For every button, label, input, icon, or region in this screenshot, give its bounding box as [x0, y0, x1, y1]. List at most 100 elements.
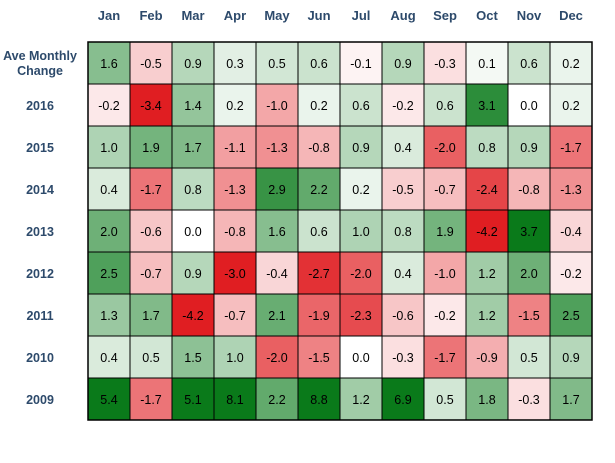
heatmap-cell-ave-monthly-change-oct [465, 41, 509, 85]
data-label: 1.6 [100, 57, 117, 71]
data-label: -0.2 [560, 267, 582, 281]
heatmap-cell-2013-may [255, 209, 299, 253]
heatmap-cells: 1.6 -0.5 0.9 0.3 0.5 0.6 -0.1 0.9 -0.3 0.1 0.6 0.2 -… [87, 41, 593, 421]
data-label: -0.9 [476, 351, 498, 365]
column-label-feb: Feb [139, 8, 162, 23]
data-label: -1.7 [140, 183, 162, 197]
column-label-may: May [264, 8, 290, 23]
heatmap-cell-2011-jul [339, 293, 383, 337]
data-label: -0.2 [434, 309, 456, 323]
heatmap-cell-2015-may [255, 125, 299, 169]
data-label: 1.7 [142, 309, 159, 323]
data-label: 1.9 [142, 141, 159, 155]
data-label: -2.0 [434, 141, 456, 155]
row-label-2016: 2016 [26, 99, 54, 113]
data-label: 1.4 [184, 99, 201, 113]
heatmap-cell-2009-jun [297, 377, 341, 421]
heatmap-cell-2010-dec [549, 335, 593, 379]
heatmap-cell-2013-aug [381, 209, 425, 253]
row-label-2013: 2013 [26, 225, 54, 239]
heatmap-cell-2010-may [255, 335, 299, 379]
heatmap-cell-2014-nov [507, 167, 551, 211]
data-label: 2.2 [310, 183, 327, 197]
heatmap-cell-2010-apr [213, 335, 257, 379]
heatmap-cell-2012-oct [465, 251, 509, 295]
data-label: 0.8 [184, 183, 201, 197]
heatmap-cell-ave-monthly-change-feb [129, 41, 173, 85]
heatmap-cell-2012-jan [87, 251, 131, 295]
heatmap-cell-2010-mar [171, 335, 215, 379]
heatmap-cell-2009-nov [507, 377, 551, 421]
column-label-oct: Oct [476, 8, 498, 23]
heatmap-cell-2009-apr [213, 377, 257, 421]
heatmap-cell-2011-nov [507, 293, 551, 337]
row-label-ave-monthly-change: Ave Monthly Change [3, 49, 77, 78]
data-label: 0.4 [394, 141, 411, 155]
data-label: 0.2 [310, 99, 327, 113]
data-label: -1.0 [434, 267, 456, 281]
heatmap-cell-2009-mar [171, 377, 215, 421]
data-label: -0.3 [518, 393, 540, 407]
heatmap-cell-2011-jan [87, 293, 131, 337]
heatmap-cell-2016-may [255, 83, 299, 127]
data-label: 5.1 [184, 393, 201, 407]
heatmap-cell-2014-jul [339, 167, 383, 211]
data-label: 0.5 [436, 393, 453, 407]
column-label-nov: Nov [517, 8, 542, 23]
heatmap-cell-2016-aug [381, 83, 425, 127]
data-label: -2.4 [476, 183, 498, 197]
heatmap-cell-ave-monthly-change-aug [381, 41, 425, 85]
heatmap-cell-2013-mar [171, 209, 215, 253]
data-label: 8.8 [310, 393, 327, 407]
heatmap-cell-2011-mar [171, 293, 215, 337]
data-label: 0.5 [142, 351, 159, 365]
data-label: 0.2 [562, 57, 579, 71]
heatmap-cell-2016-feb [129, 83, 173, 127]
heatmap-cell-2016-apr [213, 83, 257, 127]
heatmap-cell-2011-dec [549, 293, 593, 337]
heatmap-cell-2014-jan [87, 167, 131, 211]
data-label: 3.7 [520, 225, 537, 239]
heatmap-cell-2010-jul [339, 335, 383, 379]
column-label-jan: Jan [98, 8, 120, 23]
heatmap-cell-2013-nov [507, 209, 551, 253]
data-label: 6.9 [394, 393, 411, 407]
heatmap-cell-2012-sep [423, 251, 467, 295]
data-label: -0.6 [392, 309, 414, 323]
data-label: -1.9 [308, 309, 330, 323]
data-label: 0.3 [226, 57, 243, 71]
column-label-mar: Mar [181, 8, 204, 23]
data-label: -0.3 [392, 351, 414, 365]
column-label-jul: Jul [352, 8, 371, 23]
heatmap-cell-2013-feb [129, 209, 173, 253]
data-label: 1.8 [478, 393, 495, 407]
column-label-sep: Sep [433, 8, 457, 23]
data-label: -1.7 [434, 351, 456, 365]
heatmap-cell-ave-monthly-change-dec [549, 41, 593, 85]
heatmap-cell-2015-mar [171, 125, 215, 169]
row-label-2010: 2010 [26, 351, 54, 365]
data-label: -3.0 [224, 267, 246, 281]
column-labels: Jan Feb Mar Apr May Jun Jul Aug Sep Oct Nov Dec [98, 8, 583, 23]
heatmap-cell-ave-monthly-change-jun [297, 41, 341, 85]
data-label: 0.0 [184, 225, 201, 239]
data-label: -0.5 [140, 57, 162, 71]
data-label: 2.2 [268, 393, 285, 407]
heatmap-cell-2014-dec [549, 167, 593, 211]
heatmap-cell-2013-jun [297, 209, 341, 253]
data-label: 0.2 [562, 99, 579, 113]
data-label: -0.7 [224, 309, 246, 323]
heatmap-cell-2015-dec [549, 125, 593, 169]
data-label: 0.8 [478, 141, 495, 155]
data-label: 1.5 [184, 351, 201, 365]
row-label-2009: 2009 [26, 393, 54, 407]
heatmap-cell-2016-nov [507, 83, 551, 127]
data-label: 0.9 [352, 141, 369, 155]
data-label: -0.6 [140, 225, 162, 239]
data-label: 1.2 [352, 393, 369, 407]
heatmap-cell-2009-jul [339, 377, 383, 421]
heatmap-cell-2011-feb [129, 293, 173, 337]
data-label: -0.4 [266, 267, 288, 281]
heatmap-cell-2009-feb [129, 377, 173, 421]
heatmap-cell-2015-jul [339, 125, 383, 169]
